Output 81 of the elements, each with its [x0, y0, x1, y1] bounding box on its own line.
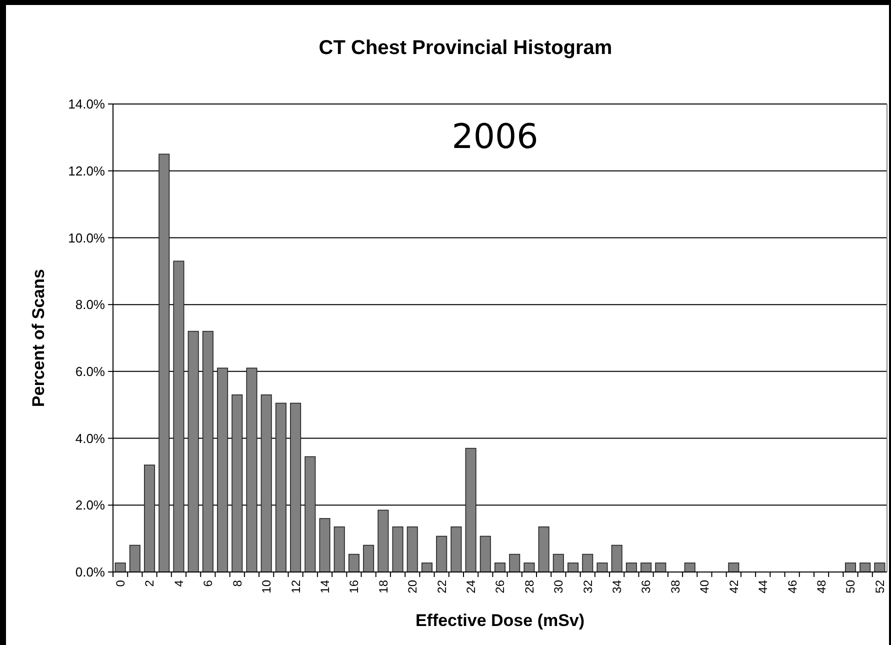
- bar: [626, 562, 637, 572]
- bar: [509, 554, 520, 572]
- bar: [173, 260, 184, 572]
- bar: [684, 562, 696, 572]
- bar: [406, 526, 418, 572]
- bar: [392, 526, 404, 572]
- x-tick-label: 36: [639, 580, 654, 594]
- bar: [465, 448, 476, 572]
- bar: [524, 562, 535, 572]
- x-tick-label: 46: [785, 580, 800, 594]
- annotation: 2006: [452, 117, 538, 157]
- x-tick-label: 50: [844, 580, 858, 594]
- x-tick-label: 44: [756, 580, 770, 594]
- y-tick-label: 4.0%: [75, 430, 106, 446]
- x-tick-label: 38: [668, 580, 682, 594]
- bar: [260, 394, 272, 572]
- bar: [611, 544, 622, 572]
- y-tick-label: 8.0%: [75, 297, 106, 312]
- bar: [640, 562, 652, 572]
- bar: [304, 456, 316, 572]
- bar: [582, 554, 594, 572]
- x-axis-title: Effective Dose (mSv): [415, 611, 585, 630]
- x-tick-label: 24: [464, 580, 478, 594]
- x-tick-label: 30: [552, 580, 566, 594]
- bar: [202, 330, 214, 572]
- bar: [246, 368, 258, 572]
- x-tick-label: 14: [318, 580, 332, 594]
- x-tick-label: 48: [814, 580, 828, 594]
- x-tick-label: 28: [522, 580, 536, 594]
- bar: [114, 562, 126, 572]
- bar: [655, 562, 666, 572]
- bar: [158, 154, 170, 572]
- x-tick-label: 16: [347, 580, 362, 594]
- x-tick-label: 12: [288, 580, 303, 594]
- y-axis-title: Percent of Scans: [29, 269, 48, 407]
- y-tick-label: 6.0%: [75, 364, 106, 379]
- bar: [494, 562, 506, 572]
- bar: [348, 554, 360, 572]
- bar: [129, 544, 140, 572]
- bar: [860, 562, 871, 572]
- bar: [568, 562, 579, 572]
- x-tick-label: 0: [114, 580, 128, 587]
- bar: [728, 562, 740, 572]
- x-tick-label: 22: [434, 580, 449, 594]
- bar: [232, 394, 243, 572]
- bar: [421, 562, 432, 572]
- x-tick-label: 18: [376, 580, 390, 594]
- chart-title: CT Chest Provincial Histogram: [318, 37, 612, 59]
- y-tick-label: 14.0%: [68, 96, 106, 112]
- bar: [363, 544, 374, 572]
- bar: [596, 562, 608, 572]
- x-tick-label: 10: [260, 580, 274, 594]
- y-tick-label: 2.0%: [75, 498, 106, 513]
- y-tick-label: 10.0%: [68, 230, 106, 246]
- y-tick-label: 12.0%: [68, 163, 106, 178]
- x-tick-label: 6: [201, 580, 216, 587]
- bar: [275, 402, 286, 572]
- x-tick-label: 8: [230, 580, 244, 587]
- bar: [334, 526, 345, 572]
- x-tick-label: 42: [726, 580, 741, 594]
- bar: [538, 526, 550, 572]
- bar: [188, 330, 199, 572]
- bar: [552, 554, 564, 572]
- x-tick-label: 52: [872, 580, 887, 594]
- x-tick-label: 34: [610, 580, 624, 594]
- bar: [844, 562, 856, 572]
- bar: [319, 518, 330, 572]
- x-tick-label: 2: [142, 580, 157, 587]
- bar: [378, 510, 389, 572]
- x-tick-label: 4: [172, 580, 186, 587]
- x-tick-label: 26: [493, 580, 508, 594]
- bar: [436, 536, 448, 572]
- bar: [290, 402, 302, 572]
- bar: [450, 526, 462, 572]
- bar: [480, 536, 491, 572]
- bar: [217, 368, 228, 572]
- x-tick-label: 20: [406, 580, 420, 594]
- x-tick-label: 32: [580, 580, 595, 594]
- x-tick-label: 40: [698, 580, 712, 594]
- y-tick-label: 0.0%: [75, 564, 106, 580]
- bar: [144, 464, 156, 572]
